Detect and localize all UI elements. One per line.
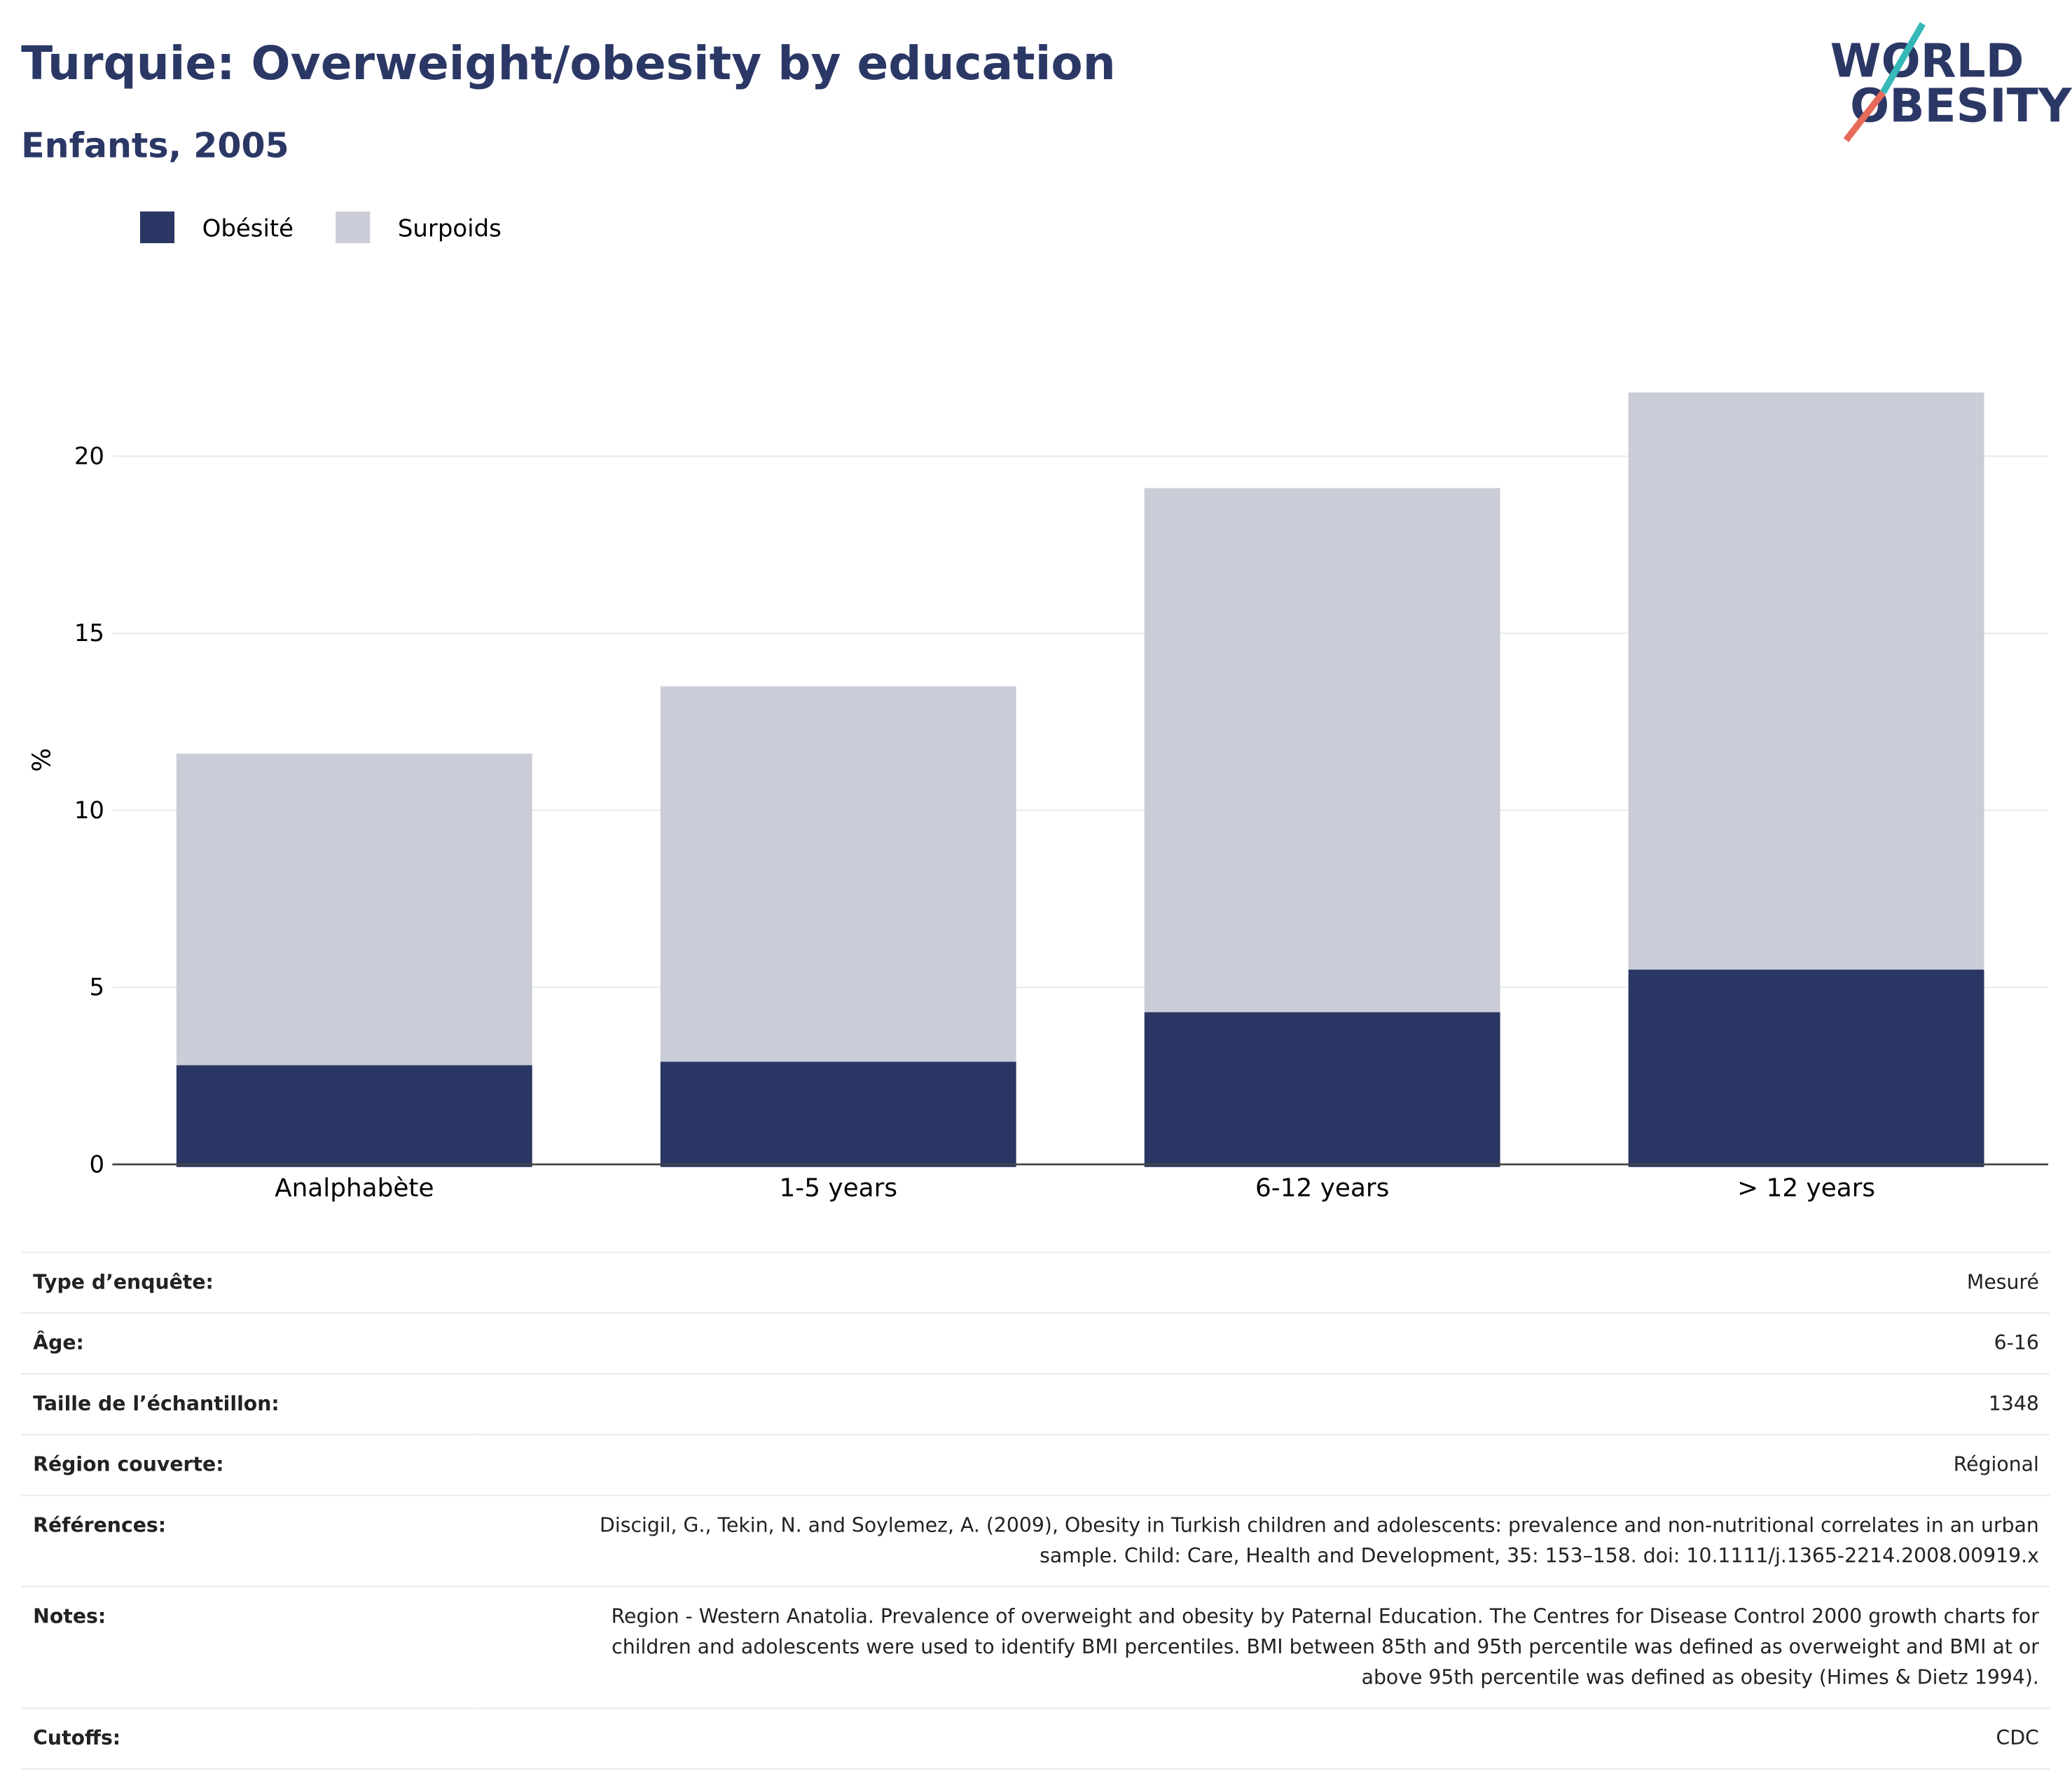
y-tick-label: 5 [89,974,104,1002]
bar-segment [1628,970,1984,1167]
detail-row: Région couverte: Régional [21,1433,2050,1496]
detail-label: Âge: [21,1312,480,1375]
bar-segment [660,686,1016,1062]
detail-row: Cutoffs: CDC [21,1707,2050,1770]
details-table: Type d’enquête: Mesuré Âge: 6-16 Taille de l… [21,1251,2050,1770]
logo-slash [1880,22,1926,95]
bar-segment [176,1065,532,1167]
detail-row: Références: Discigil, G., Tekin, N. and S… [21,1494,2050,1587]
legend-label: Obésité [202,215,293,243]
legend-swatch [336,211,371,244]
bar-segment [660,1061,1016,1167]
detail-row: Taille de l’échantillon: 1348 [21,1373,2050,1435]
detail-row: Notes: Region - Western Anatolia. Prevale… [21,1585,2050,1709]
y-axis-label: % [28,748,57,772]
detail-value: Régional [1953,1452,2039,1477]
detail-label: Taille de l’échantillon: [21,1373,480,1435]
detail-label: Notes: [21,1585,480,1709]
logo-slash [1843,90,1886,142]
y-tick-label: 20 [74,442,104,470]
bar-segment [1144,1012,1500,1167]
detail-value: 6-16 [1994,1330,2039,1355]
detail-row: Âge: 6-16 [21,1312,2050,1375]
chart-title: Turquie: Overweight/obesity by education [21,36,1116,90]
detail-label: Références: [21,1494,480,1587]
y-tick-label: 10 [74,797,104,825]
y-tick-label: 0 [89,1150,104,1178]
bar-segment [1144,488,1500,1012]
detail-value: Mesuré [1966,1269,2039,1294]
x-tick-label: Analphabète [275,1173,434,1202]
x-tick-label: 1-5 years [779,1173,897,1202]
bar-segment [1628,392,1984,970]
detail-label: Cutoffs: [21,1707,480,1770]
detail-row: Type d’enquête: Mesuré [21,1251,2050,1314]
legend-swatch [139,211,175,244]
detail-value: 1348 [1988,1391,2039,1416]
detail-label: Type d’enquête: [21,1251,480,1314]
y-tick-label: 15 [74,619,104,647]
detail-value: CDC [1996,1726,2039,1750]
detail-value: Discigil, G., Tekin, N. and Soylemez, A.… [600,1513,2039,1568]
detail-value: Region - Western Anatolia. Prevalence of… [611,1604,2039,1689]
x-tick-label: > 12 years [1737,1173,1875,1202]
detail-label: Région couverte: [21,1433,480,1496]
logo: WORLD OBESITY [1830,22,2072,142]
logo-line: WORLD [1830,34,2024,88]
chart-subtitle: Enfants, 2005 [21,125,289,165]
bar-segment [176,753,532,1066]
x-tick-label: 6-12 years [1255,1173,1389,1202]
legend-label: Surpoids [398,215,502,243]
chart: Turquie: Overweight/obesity by education… [21,22,2072,1202]
